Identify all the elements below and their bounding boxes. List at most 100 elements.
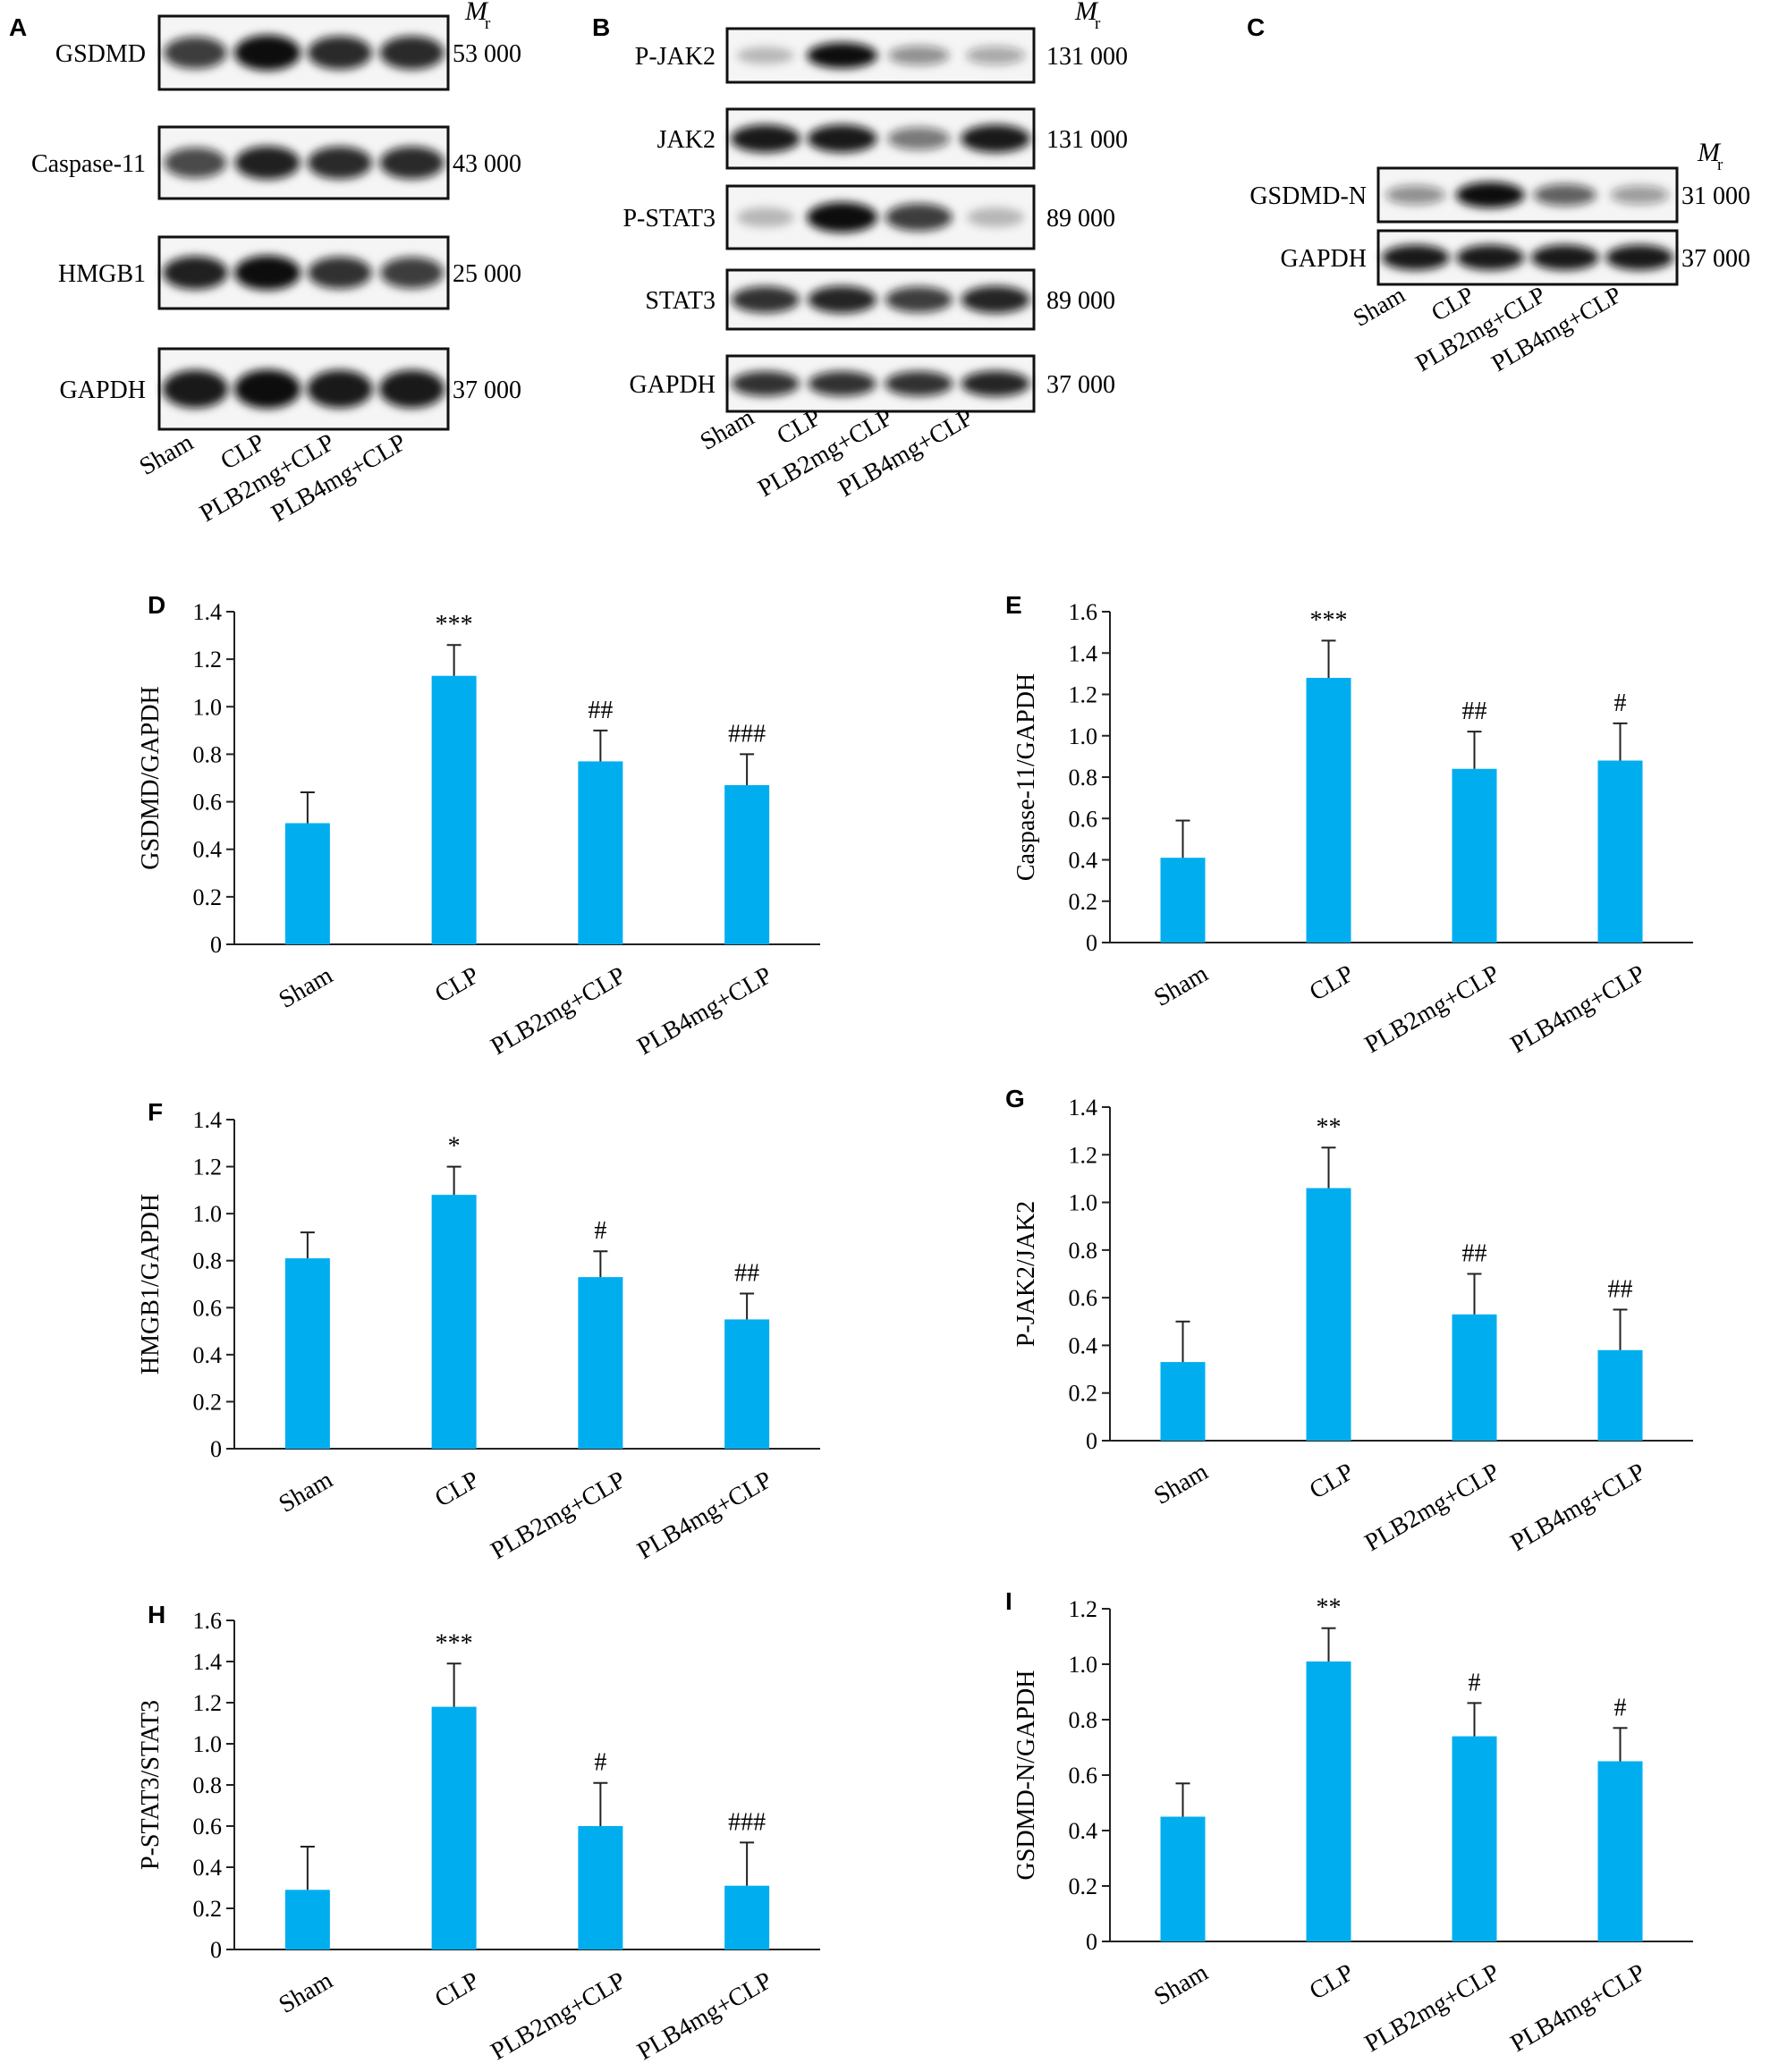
blot-band [1530,244,1599,271]
significance-mark: ** [1317,1113,1342,1141]
x-tick-label: PLB4mg+CLP [1506,960,1650,1059]
x-tick-label: CLP [430,1966,484,2014]
x-tick-label: PLB4mg+CLP [632,1466,776,1565]
significance-mark: # [1614,689,1627,717]
x-tick-label: CLP [1305,1958,1359,2006]
y-tick-label: 0.2 [193,1389,223,1415]
significance-mark: * [448,1133,461,1161]
y-tick-label: 1.0 [193,1201,223,1227]
y-tick-label: 1.4 [193,599,223,625]
y-tick-label: 0.8 [1069,1238,1098,1264]
blot-band [967,207,1025,228]
y-tick-label: 0.8 [193,741,223,767]
blot-row: GAPDH 37 000 [1281,229,1750,286]
y-tick-label: 0.6 [1069,1285,1098,1311]
x-tick-label: CLP [1305,960,1359,1007]
y-tick-label: 1.2 [193,1690,223,1716]
blot-band [164,36,227,70]
x-tick-label: PLB4mg+CLP [1506,1958,1650,2058]
blot-band [808,285,877,314]
blot-band [308,256,372,290]
y-tick-label: 1.0 [193,1731,223,1757]
blot-band [378,369,445,409]
blot-band [307,369,373,409]
blot-row: GAPDH 37 000 [630,354,1115,413]
y-tick-label: 1.2 [193,1154,223,1180]
blot-band [1610,185,1669,205]
bar [1160,1362,1206,1441]
chart-i: I 0 0.2 0.4 0.6 0.8 1.0 1.2 GSDMD-N/GAPDH Sham ** C… [1005,1587,1693,2058]
significance-mark: *** [436,1629,473,1657]
protein-label: P-STAT3 [622,205,716,233]
blot-band [233,35,301,71]
panel-label: C [1247,13,1265,41]
bar [1597,760,1643,943]
protein-label: Caspase-11 [31,150,146,178]
y-axis-label: P-STAT3/STAT3 [137,1700,165,1870]
lane-label: Sham [1349,281,1410,332]
blot-row: GAPDH 37 000 [60,347,521,431]
blot-band [736,47,794,64]
bar [578,1277,623,1449]
blot-band [807,42,878,69]
blot-band [1605,244,1674,271]
x-tick-label: CLP [430,1466,484,1513]
blot-row: HMGB1 25 000 [58,235,521,310]
panel-label: F [148,1098,163,1126]
bar [724,1319,770,1449]
blot-band [1533,183,1596,207]
y-tick-label: 0.2 [193,1896,223,1922]
y-tick-label: 0.8 [1069,765,1098,791]
significance-mark: ## [588,697,613,724]
blot-band [379,146,445,180]
x-tick-label: CLP [430,961,484,1009]
blot-band [379,36,445,70]
protein-label: GAPDH [60,376,146,404]
bar [1597,1761,1643,1941]
y-tick-label: 1.2 [1069,1142,1098,1168]
blot-row: JAK2 131 000 [657,107,1128,170]
significance-mark: ## [1462,1240,1487,1268]
y-tick-label: 0.6 [193,790,223,816]
blot-band [1455,182,1525,208]
blot-band [885,286,953,313]
mr-value: 31 000 [1681,182,1750,210]
blot-band [233,369,301,409]
mr-value: 37 000 [1046,371,1115,399]
y-tick-label: 1.6 [1069,599,1098,625]
significance-mark: # [1614,1694,1627,1721]
x-tick-label: PLB2mg+CLP [1360,1958,1504,2058]
mr-value: 131 000 [1046,126,1128,154]
blot-band [885,371,953,396]
y-tick-label: 0.4 [193,1855,223,1881]
x-tick-label: PLB2mg+CLP [487,1466,631,1565]
panel-label: D [148,591,165,619]
x-tick-label: Sham [1149,1958,1213,2011]
y-tick-label: 0 [210,1436,222,1462]
mr-subscript: r [485,14,491,33]
blot-band [736,207,794,228]
significance-mark: ## [1462,698,1487,725]
mr-value: 89 000 [1046,287,1115,315]
y-tick-label: 1.6 [193,1608,223,1634]
x-tick-label: CLP [1305,1458,1359,1505]
bar [1597,1349,1643,1441]
bar [1306,1188,1351,1441]
y-tick-label: 0.8 [1069,1707,1098,1733]
panel-label: E [1005,591,1022,619]
bar [284,1890,330,1949]
mr-subscript: r [1095,14,1101,33]
y-tick-label: 0.4 [1069,1332,1098,1358]
y-tick-label: 1.0 [193,694,223,720]
x-tick-label: PLB4mg+CLP [632,1966,776,2066]
blot-band [164,147,227,179]
mr-value: 53 000 [453,40,521,68]
blot-band [885,203,953,232]
protein-label: GAPDH [630,371,716,399]
x-tick-label: PLB2mg+CLP [487,1966,631,2066]
lane-label: PLB2mg+CLP [753,403,897,503]
bar [724,784,770,944]
significance-mark: ** [1317,1594,1342,1622]
protein-label: JAK2 [657,126,716,154]
bar [578,761,623,944]
